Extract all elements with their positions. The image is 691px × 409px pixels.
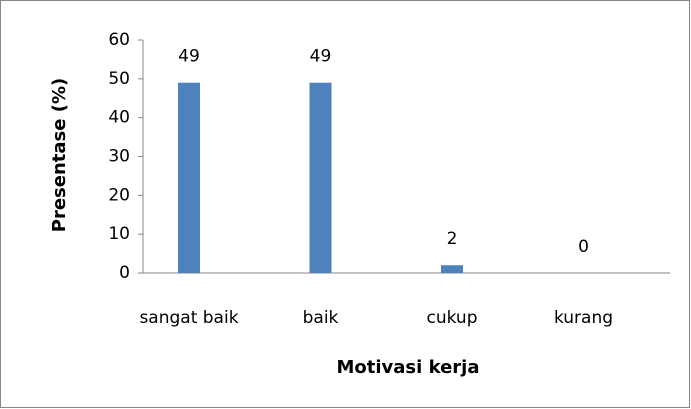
x-tick-label: sangat baik bbox=[139, 308, 238, 328]
y-tick-label: 10 bbox=[108, 224, 130, 244]
data-label: 2 bbox=[447, 229, 458, 249]
data-label: 0 bbox=[578, 237, 589, 257]
y-tick-label: 0 bbox=[119, 263, 130, 283]
y-tick-label: 20 bbox=[108, 185, 130, 205]
x-tick-label: cukup bbox=[426, 308, 477, 328]
x-axis-title: Motivasi kerja bbox=[337, 357, 480, 378]
x-tick-label: kurang bbox=[554, 308, 613, 328]
bar bbox=[178, 82, 200, 273]
bar bbox=[309, 82, 332, 273]
data-label: 49 bbox=[310, 47, 332, 67]
data-label: 49 bbox=[178, 47, 200, 67]
y-tick-label: 30 bbox=[108, 147, 130, 167]
y-axis-title: Presentase (%) bbox=[49, 78, 70, 232]
x-tick-label: baik bbox=[303, 308, 339, 328]
bar bbox=[441, 265, 463, 273]
y-tick-label: 50 bbox=[108, 69, 130, 89]
y-tick-label: 60 bbox=[108, 30, 130, 50]
y-tick-label: 40 bbox=[108, 108, 130, 128]
